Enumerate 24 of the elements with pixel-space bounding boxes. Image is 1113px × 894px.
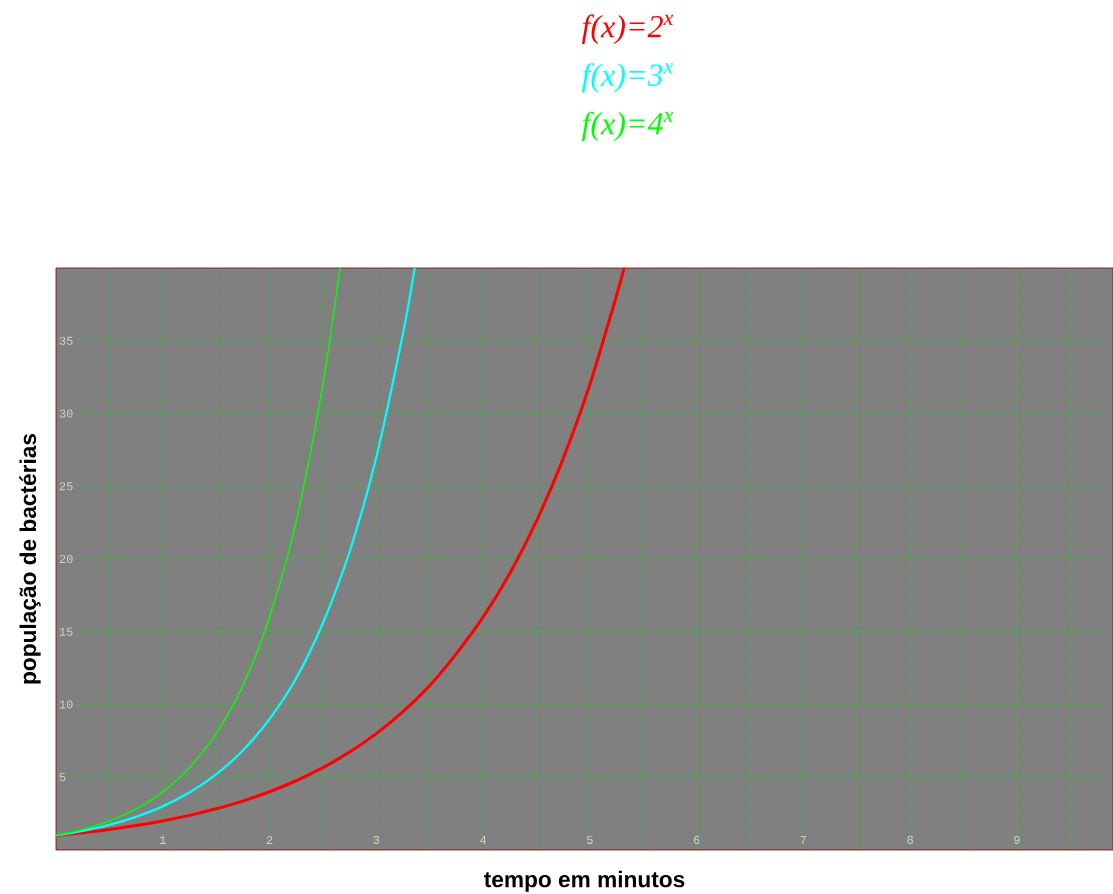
x-tick-label: 2 bbox=[266, 835, 273, 844]
y-tick-label: 30 bbox=[59, 409, 73, 418]
x-tick-label: 3 bbox=[373, 835, 380, 844]
x-tick-label: 6 bbox=[693, 835, 700, 844]
x-tick-label: 4 bbox=[480, 836, 487, 844]
y-tick-label: 15 bbox=[59, 627, 73, 636]
y-tick-label: 25 bbox=[59, 482, 73, 491]
line-series bbox=[56, 268, 341, 837]
x-axis-title: tempo em minutos bbox=[484, 870, 685, 892]
x-tick-label: 5 bbox=[586, 835, 593, 844]
y-axis-title: população de bactérias bbox=[19, 433, 41, 684]
x-tick-label: 9 bbox=[1014, 835, 1020, 844]
text: f(x)=4$^{x}$ bbox=[581, 111, 674, 142]
line-series bbox=[56, 268, 416, 837]
x-tick-label: 7 bbox=[800, 836, 807, 844]
line-series bbox=[56, 268, 626, 837]
y-tick-label: 35 bbox=[59, 336, 73, 345]
y-tick-label: 10 bbox=[59, 700, 73, 709]
y-tick-label: 20 bbox=[59, 554, 73, 564]
text: f(x)=3$^{x}$ bbox=[581, 63, 674, 93]
text: f(x)=2$^{x}$ bbox=[581, 14, 674, 44]
y-tick-label: 5 bbox=[59, 773, 66, 782]
x-tick-label: 1 bbox=[160, 836, 166, 844]
x-tick-label: 8 bbox=[907, 835, 913, 844]
